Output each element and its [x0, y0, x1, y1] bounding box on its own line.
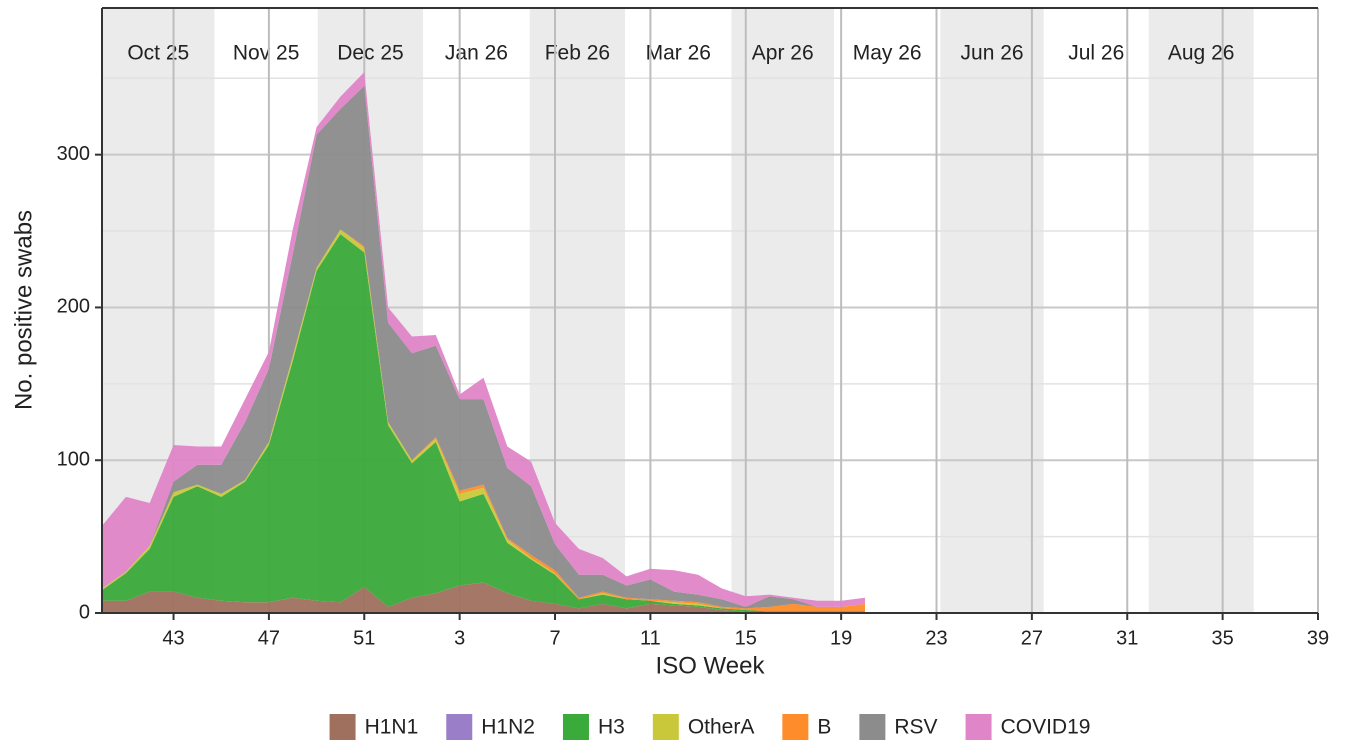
month-band: [1148, 8, 1254, 613]
legend-swatch: [446, 714, 473, 740]
month-label: Apr 26: [752, 42, 814, 65]
x-tick-label: 43: [162, 627, 184, 649]
legend-swatch: [329, 714, 356, 740]
legend-label: B: [817, 716, 831, 739]
x-tick-label: 11: [640, 627, 661, 649]
month-label: Jan 26: [445, 42, 508, 65]
areas: [102, 72, 865, 613]
legend-label: COVID19: [1001, 716, 1091, 739]
month-band: [940, 8, 1044, 613]
legend: H1N1 H1N2 H3 OtherA B RSV COVID19: [329, 714, 1091, 740]
month-band: [833, 8, 941, 613]
y-tick-label: 100: [57, 449, 90, 471]
legend-label: OtherA: [688, 716, 755, 739]
y-axis-title: No. positive swabs: [10, 210, 37, 410]
x-tick-label: 35: [1212, 627, 1234, 649]
area: [102, 234, 865, 612]
legend-swatch: [782, 714, 809, 740]
x-tick-label: 51: [353, 627, 375, 649]
month-band: [1043, 8, 1149, 613]
x-tick-label: 19: [830, 627, 852, 649]
month-label: Mar 26: [646, 42, 711, 65]
month-label: Nov 25: [233, 42, 300, 65]
legend-label: H1N1: [365, 716, 419, 739]
month-label: Jun 26: [961, 42, 1024, 65]
y-tick-label: 0: [79, 601, 90, 623]
x-tick-label: 39: [1307, 627, 1329, 649]
axes: 0 100 200 300 43 47 51 3 7 11 15 19 23 27 31 35 39: [57, 7, 1329, 649]
legend-label: H1N2: [481, 716, 535, 739]
month-label: Aug 26: [1168, 42, 1235, 65]
x-tick-label: 7: [549, 627, 560, 649]
x-tick-label: 23: [925, 627, 947, 649]
y-tick-label: 200: [57, 296, 90, 318]
month-band: [731, 8, 834, 613]
x-axis-title: ISO Week: [656, 652, 766, 679]
month-label: May 26: [853, 42, 922, 65]
legend-swatch: [965, 714, 992, 740]
month-label: Dec 25: [337, 42, 404, 65]
legend-label: RSV: [894, 716, 937, 739]
legend-swatch: [859, 714, 886, 740]
x-tick-label: 31: [1116, 627, 1138, 649]
x-tick-label: 15: [735, 627, 757, 649]
month-label: Feb 26: [545, 42, 610, 65]
x-tick-label: 47: [258, 627, 280, 649]
legend-swatch: [652, 714, 679, 740]
legend-label: H3: [598, 716, 625, 739]
x-tick-label: 27: [1021, 627, 1043, 649]
month-band: [625, 8, 732, 613]
y-tick-label: 300: [57, 143, 90, 165]
month-label: Jul 26: [1068, 42, 1124, 65]
month-label: Oct 25: [127, 42, 189, 65]
legend-swatch: [562, 714, 589, 740]
x-tick-label: 3: [454, 627, 465, 649]
